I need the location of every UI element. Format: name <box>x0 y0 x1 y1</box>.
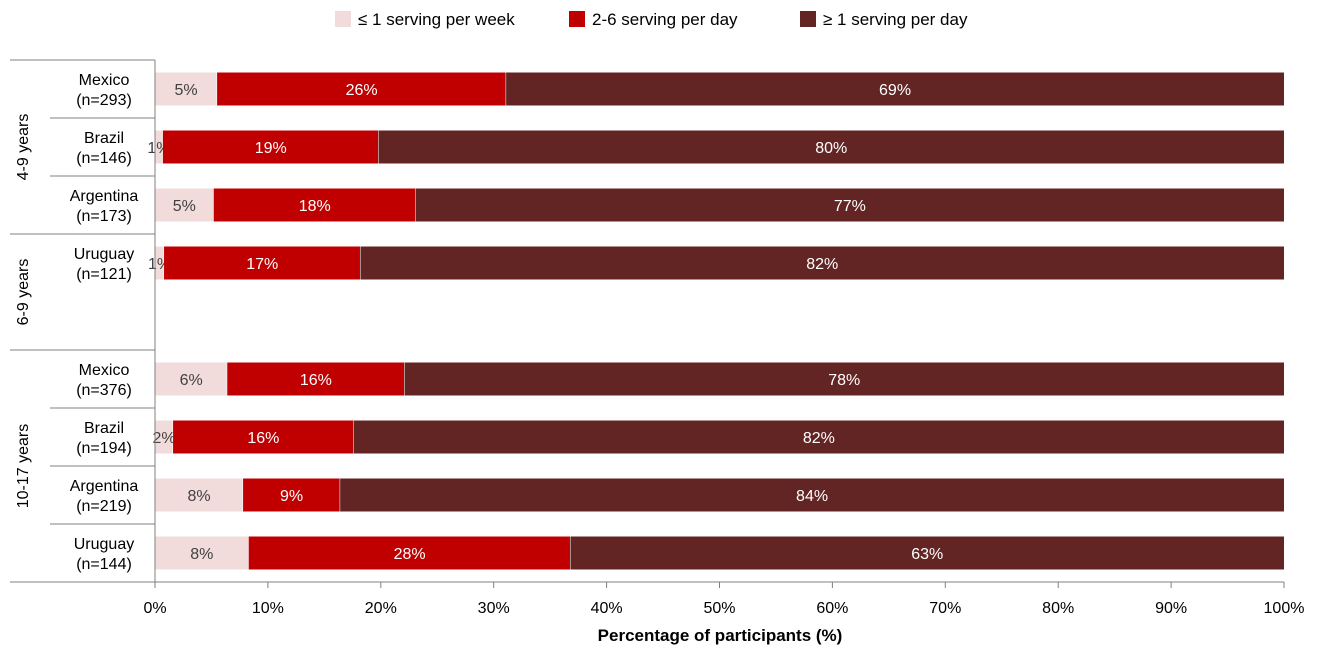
bar-segment-s0-r4 <box>155 362 228 396</box>
axes: 0% 10% 20% 30% 40% 50% 60% 70% 80% 90% 100% <box>10 59 1305 617</box>
bars: 5% 26% 69%1% 19% 80%5% 18% 77%1% 17% 82%6% 16% 78%… <box>147 72 1285 570</box>
bar-segment-s0-r7 <box>155 536 249 570</box>
data-label: 16% <box>247 430 279 447</box>
data-label: 26% <box>346 82 378 99</box>
bar-segment-s0-r1 <box>155 130 163 164</box>
x-tick-label: 60% <box>816 600 848 617</box>
bar-segment-s2-r7 <box>570 536 1284 570</box>
bar-segment-s1-r0 <box>217 72 507 106</box>
bar-segment-s2-r5 <box>353 420 1285 454</box>
bar-segment-s2-r0 <box>506 72 1284 106</box>
data-label: 9% <box>280 488 303 505</box>
data-label: 77% <box>834 198 866 215</box>
data-label: 82% <box>806 256 838 273</box>
data-label: 28% <box>394 546 426 563</box>
bar-segment-s2-r3 <box>360 246 1284 280</box>
bar-segment-s0-r6 <box>155 478 244 512</box>
data-label: 17% <box>246 256 278 273</box>
x-tick-label: 40% <box>591 600 623 617</box>
data-label: 5% <box>174 82 197 99</box>
x-tick-label: 20% <box>365 600 397 617</box>
legend-swatch <box>569 11 585 27</box>
legend: ≤ 1 serving per week 2-6 serving per day ≥… <box>335 10 968 29</box>
bar-segment-s1-r2 <box>213 188 416 222</box>
category-label-count: (n=173) <box>76 208 132 225</box>
x-tick-label: 30% <box>478 600 510 617</box>
legend-label: ≥ 1 serving per day <box>823 10 968 29</box>
bar-segment-s0-r2 <box>155 188 214 222</box>
data-label: 8% <box>190 546 213 563</box>
category-label-name: Uruguay <box>74 246 134 263</box>
bar-segment-s1-r4 <box>227 362 405 396</box>
bar-segment-s0-r3 <box>155 246 165 280</box>
bar-segment-s1-r6 <box>243 478 341 512</box>
category-label-name: Argentina <box>70 188 139 205</box>
bar-segment-s1-r1 <box>162 130 379 164</box>
bar-segment-s2-r2 <box>415 188 1284 222</box>
category-label-name: Uruguay <box>74 536 134 553</box>
group-label: 10-17 years <box>15 424 32 509</box>
bar-segment-s1-r7 <box>248 536 571 570</box>
data-label: 84% <box>796 488 828 505</box>
data-label: 6% <box>180 372 203 389</box>
x-tick-label: 100% <box>1264 600 1305 617</box>
bar-segment-s2-r6 <box>340 478 1284 512</box>
legend-label: 2-6 serving per day <box>592 10 738 29</box>
bar-segment-s1-r3 <box>164 246 361 280</box>
data-label: 78% <box>828 372 860 389</box>
x-tick-label: 0% <box>143 600 166 617</box>
category-label-count: (n=376) <box>76 382 132 399</box>
category-label-name: Brazil <box>84 420 124 437</box>
data-label: 5% <box>173 198 196 215</box>
category-label-name: Brazil <box>84 130 124 147</box>
x-tick-label: 50% <box>703 600 735 617</box>
bar-segment-s0-r0 <box>155 72 218 106</box>
legend-swatch <box>800 11 816 27</box>
bar-segment-s2-r1 <box>378 130 1284 164</box>
category-label-count: (n=293) <box>76 92 132 109</box>
category-label-name: Mexico <box>79 72 130 89</box>
category-label-count: (n=219) <box>76 498 132 515</box>
bar-segment-s1-r5 <box>173 420 354 454</box>
bar-segment-s0-r5 <box>155 420 174 454</box>
group-labels: 4-9 years 6-9 years 10-17 years <box>15 114 32 509</box>
category-label-count: (n=194) <box>76 440 132 457</box>
data-label: 80% <box>815 140 847 157</box>
group-label: 4-9 years <box>15 114 32 181</box>
data-label: 63% <box>911 546 943 563</box>
data-label: 8% <box>187 488 210 505</box>
bar-segment-s2-r4 <box>404 362 1284 396</box>
category-label-count: (n=144) <box>76 556 132 573</box>
data-label: 2% <box>152 430 175 447</box>
legend-swatch <box>335 11 351 27</box>
group-label: 6-9 years <box>15 259 32 326</box>
data-label: 19% <box>255 140 287 157</box>
row-labels: Mexico (n=293) Brazil (n=146) Argentina (n=17… <box>70 72 139 573</box>
x-tick-label: 80% <box>1042 600 1074 617</box>
category-label-count: (n=121) <box>76 266 132 283</box>
legend-label: ≤ 1 serving per week <box>358 10 515 29</box>
x-axis-title: Percentage of participants (%) <box>598 626 843 645</box>
data-label: 16% <box>300 372 332 389</box>
category-label-count: (n=146) <box>76 150 132 167</box>
x-tick-label: 90% <box>1155 600 1187 617</box>
data-label: 69% <box>879 82 911 99</box>
x-tick-label: 10% <box>252 600 284 617</box>
data-label: 82% <box>803 430 835 447</box>
category-label-name: Mexico <box>79 362 130 379</box>
data-label: 18% <box>299 198 331 215</box>
x-tick-label: 70% <box>929 600 961 617</box>
category-label-name: Argentina <box>70 478 139 495</box>
